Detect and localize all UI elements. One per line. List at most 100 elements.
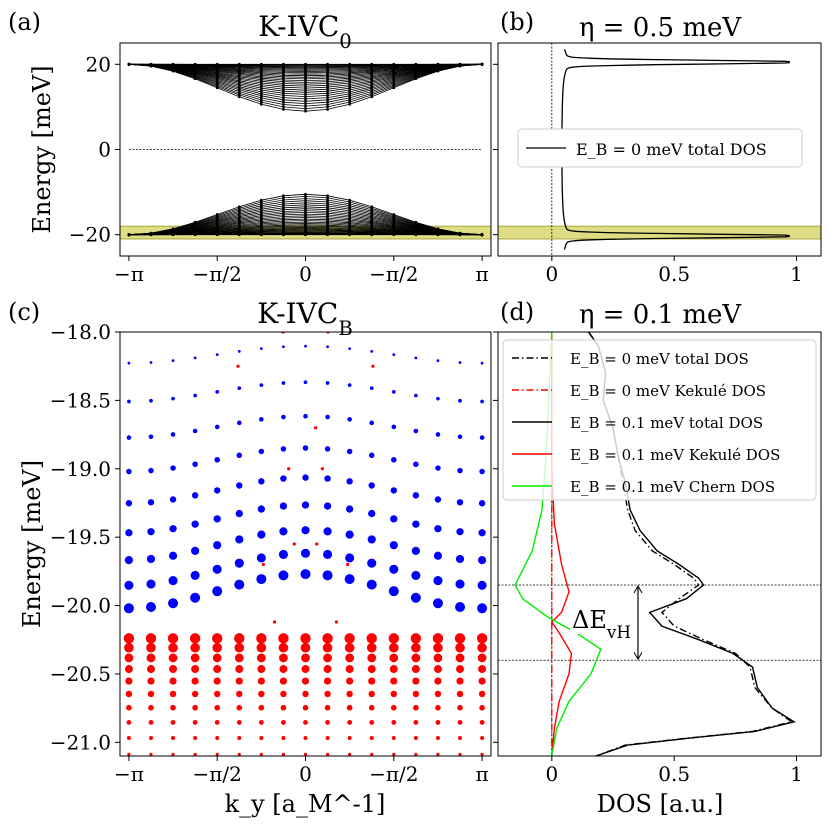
red-point bbox=[433, 665, 442, 674]
blue-point bbox=[455, 601, 466, 612]
blue-point bbox=[456, 528, 464, 536]
red-point bbox=[214, 719, 220, 725]
blue-point bbox=[259, 347, 263, 350]
blue-point bbox=[279, 502, 288, 510]
red-point bbox=[347, 719, 353, 725]
red-point bbox=[388, 642, 399, 653]
band-point bbox=[304, 95, 307, 99]
arrow-head-bottom bbox=[633, 652, 643, 661]
legend-entry-2: E_B = 0.1 meV total DOS bbox=[570, 414, 763, 432]
legend-entry: E_B = 0 meV total DOS bbox=[576, 140, 767, 159]
red-point bbox=[367, 653, 377, 663]
red-point bbox=[411, 642, 421, 653]
blue-point bbox=[414, 356, 418, 360]
blue-point bbox=[347, 383, 352, 387]
band-point bbox=[326, 194, 329, 198]
red-point bbox=[279, 677, 288, 685]
red-point bbox=[476, 633, 488, 644]
legend-box bbox=[517, 128, 803, 168]
arrow-head-top bbox=[633, 585, 643, 594]
panel-d-xtick-0-label: 0 bbox=[545, 762, 558, 786]
band-point bbox=[149, 64, 153, 68]
band-point bbox=[282, 98, 285, 102]
band-point bbox=[326, 200, 329, 204]
red-point bbox=[346, 690, 353, 698]
blue-point bbox=[302, 445, 309, 451]
red-point bbox=[480, 752, 484, 756]
band-point bbox=[326, 107, 329, 111]
blue-point bbox=[414, 393, 418, 398]
red-point bbox=[214, 690, 221, 698]
red-point bbox=[146, 653, 156, 663]
panel-c-ytick-5-label: −20.5 bbox=[50, 662, 111, 686]
legend-entry-0: E_B = 0 meV total DOS bbox=[570, 350, 749, 368]
panel-b-xtick-1-label: 0.5 bbox=[658, 262, 690, 286]
blue-point bbox=[237, 386, 242, 391]
blue-point bbox=[124, 580, 134, 590]
band-point bbox=[326, 198, 329, 202]
band-point bbox=[458, 231, 462, 235]
red-point bbox=[322, 633, 333, 644]
blue-point bbox=[477, 603, 488, 614]
red-point bbox=[237, 735, 242, 740]
blue-point bbox=[479, 435, 485, 440]
red-point bbox=[124, 665, 133, 674]
red-point bbox=[169, 677, 177, 685]
blue-point bbox=[236, 452, 243, 459]
band-point bbox=[282, 87, 285, 91]
red-point bbox=[281, 752, 286, 756]
band-point bbox=[282, 89, 285, 93]
red-point bbox=[172, 771, 174, 773]
band-point bbox=[348, 198, 352, 202]
band-point bbox=[348, 92, 352, 96]
red-point bbox=[367, 665, 376, 674]
red-point bbox=[323, 665, 332, 674]
red-point bbox=[391, 719, 397, 725]
blue-point bbox=[458, 398, 462, 403]
panel-c-xlabel: k_y [a_M^-1] bbox=[225, 790, 386, 818]
red-point bbox=[434, 690, 442, 698]
band-point bbox=[304, 207, 307, 211]
red-point bbox=[366, 642, 377, 653]
red-point bbox=[280, 704, 287, 711]
red-point bbox=[280, 690, 287, 698]
red-point bbox=[303, 752, 308, 756]
red-point bbox=[413, 735, 418, 740]
blue-point bbox=[126, 435, 132, 440]
blue-point bbox=[477, 556, 487, 565]
band-point bbox=[326, 100, 329, 104]
red-point bbox=[412, 690, 420, 698]
blue-point bbox=[458, 361, 462, 364]
red-point bbox=[258, 719, 264, 725]
red-point bbox=[348, 752, 352, 756]
band-point bbox=[304, 197, 307, 201]
clip-a-layer bbox=[120, 62, 491, 240]
red-point bbox=[369, 719, 375, 725]
legend-entry-3: E_B = 0.1 meV Kekulé DOS bbox=[570, 446, 780, 464]
red-point bbox=[435, 704, 441, 711]
blue-point bbox=[432, 598, 443, 609]
blue-point bbox=[170, 465, 176, 471]
panel-a-ylabel: Energy [meV] bbox=[28, 65, 56, 233]
band-point bbox=[480, 233, 484, 237]
band-point bbox=[127, 233, 131, 237]
band-point bbox=[282, 204, 285, 208]
blue-point bbox=[191, 546, 200, 556]
blue-point bbox=[367, 558, 377, 568]
red-point bbox=[148, 735, 153, 740]
blue-point bbox=[123, 603, 134, 614]
red-point bbox=[389, 665, 398, 674]
blue-point bbox=[455, 554, 465, 564]
panel-b-xtick-2-label: 1 bbox=[790, 262, 803, 286]
red-point bbox=[169, 690, 177, 698]
band-point bbox=[171, 227, 175, 231]
blue-point bbox=[215, 353, 219, 357]
red-point bbox=[301, 677, 310, 685]
band-point bbox=[348, 100, 352, 104]
red-point bbox=[479, 719, 485, 725]
blue-point bbox=[278, 570, 289, 581]
band-point bbox=[436, 227, 440, 231]
blue-point bbox=[370, 349, 374, 353]
red-point bbox=[347, 735, 352, 740]
